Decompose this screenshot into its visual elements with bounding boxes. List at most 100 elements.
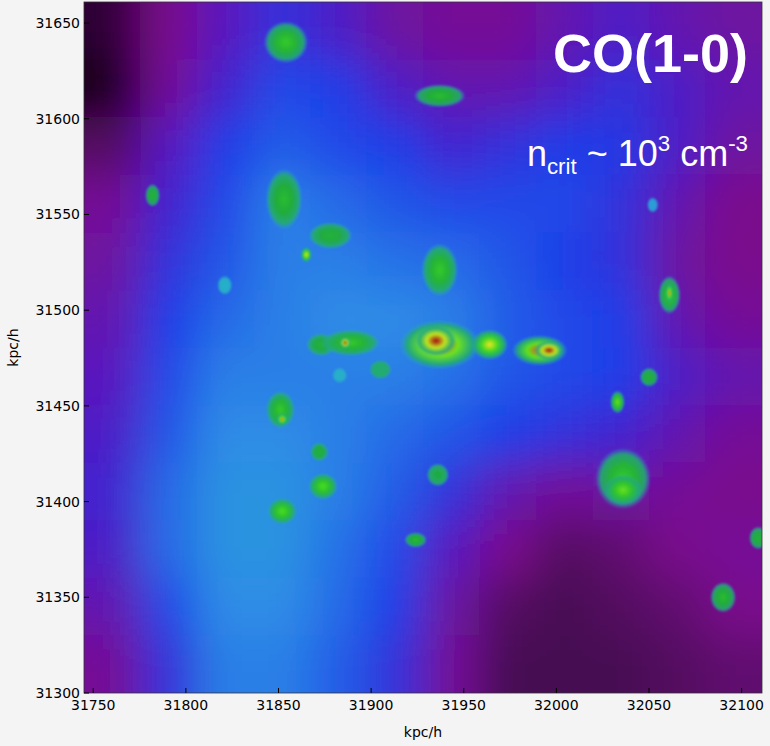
heat-cell [84,520,142,579]
heat-cell [480,2,538,61]
clump [666,283,673,302]
annotation-superscript: -3 [728,131,748,156]
clump [301,247,312,262]
heat-cell [141,463,199,522]
annotation-text: cm [670,133,728,174]
heat-cell [593,578,651,637]
clump [308,473,338,500]
clump [264,21,308,63]
heat-cell [423,405,481,464]
y-tick-label: 31550 [35,206,80,222]
heat-cell [84,290,142,349]
heat-cell [480,463,538,522]
heat-cell [367,635,425,693]
heat-cell [254,290,312,349]
heat-cell [536,175,594,234]
y-tick-label: 31600 [35,111,80,127]
heat-cell [480,405,538,464]
clump [749,526,762,549]
heat-cell [367,117,425,176]
heat-cell [141,2,199,61]
heat-cell [367,463,425,522]
heat-cell [706,290,763,349]
heat-cell [254,60,312,119]
y-tick [84,693,89,694]
clump [404,532,426,547]
clump [471,329,508,360]
annotation: ncrit​ ~ 103​ cm-3​ [527,131,748,179]
heat-cell [593,520,651,579]
x-tick-label: 31950 [441,697,486,713]
y-tick-label: 31350 [35,589,80,605]
y-tick [84,118,89,119]
clump [416,325,457,356]
annotation-text: CO(1-0) [553,23,748,83]
heat-cell [141,635,199,693]
x-tick-label: 32000 [534,697,579,713]
heat-cell [423,578,481,637]
annotation-text: ~ 10 [577,133,658,174]
heat-cell [84,348,142,407]
heat-cell [649,520,707,579]
x-tick-label: 32050 [627,697,672,713]
heat-cell [84,578,142,637]
heat-cell [197,578,255,637]
heat-cell [197,463,255,522]
clump [369,360,391,379]
heat-cell [480,520,538,579]
x-tick [556,688,557,693]
heat-cell [254,635,312,693]
heat-cell [423,463,481,522]
heat-cell [423,2,481,61]
clump [399,320,481,370]
clump [710,582,736,613]
heat-cell [84,60,142,119]
clump [512,335,568,366]
heat-cell [423,117,481,176]
heat-cell [536,520,594,579]
heat-cell [706,520,763,579]
heat-cell [310,520,368,579]
heat-cell [536,635,594,693]
clumps [145,21,762,612]
heat-cell [310,635,368,693]
axes: 3175031800318503190031950320003205032100… [35,15,763,713]
heat-cell [536,463,594,522]
heat-cell [593,232,651,291]
heat-cell [367,578,425,637]
heat-cell [141,232,199,291]
clump [640,368,659,387]
heat-cell [141,60,199,119]
heat-cell [254,578,312,637]
heat-cell [480,232,538,291]
heat-cell [706,578,763,637]
heat-cell [480,175,538,234]
heat-cell [649,635,707,693]
heat-cell [84,117,142,176]
clump [605,475,642,506]
heat-cell [84,463,142,522]
x-axis-title: kpc/h [404,724,442,740]
chart: 3175031800318503190031950320003205032100… [0,0,770,746]
clump [595,448,651,509]
heat-cell [367,232,425,291]
heat-cell [141,117,199,176]
y-tick-label: 31450 [35,398,80,414]
y-axis-title: kpc/h [5,328,21,366]
y-tick [84,405,89,406]
clump [647,197,658,212]
heat-cell [649,232,707,291]
x-tick-label: 31900 [349,697,394,713]
heat-cell [706,232,763,291]
clump [427,463,449,486]
heat-cell [649,463,707,522]
heat-cell [593,635,651,693]
plot-frame [84,2,762,693]
y-tick-label: 31500 [35,302,80,318]
heat-cell [197,405,255,464]
heat-cell [423,635,481,693]
heat-cell [197,175,255,234]
heat-cell [706,463,763,522]
y-tick-label: 31650 [35,15,80,31]
heat-cell [367,175,425,234]
